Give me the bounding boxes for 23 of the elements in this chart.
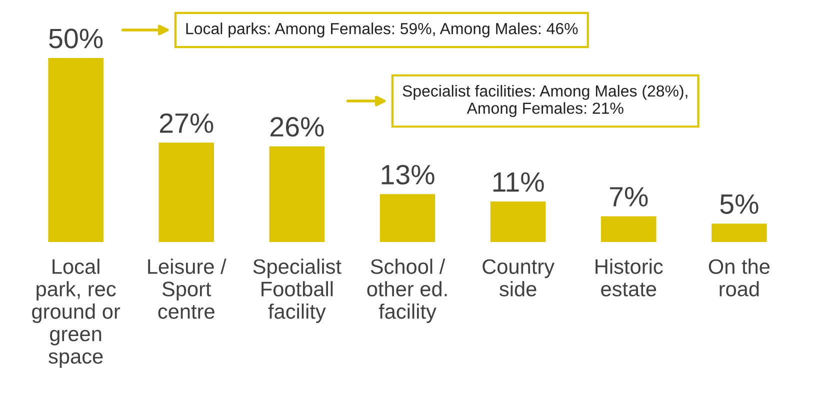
data-label: 7% xyxy=(610,187,648,206)
x-tick-label: Leisure / Sport centre xyxy=(148,258,226,319)
x-tick-label: School / other ed. facility xyxy=(367,258,447,323)
x-tick-label: Specialist Football facility xyxy=(253,258,342,323)
bar xyxy=(600,216,656,242)
bar xyxy=(48,58,104,242)
data-label: 13% xyxy=(382,164,434,185)
x-tick-label: Local park, rec ground or green space xyxy=(32,258,120,368)
bar xyxy=(269,146,325,242)
data-label: 11% xyxy=(493,172,544,192)
bar xyxy=(380,194,436,242)
x-tick-label: Country side xyxy=(482,259,554,296)
data-label: 26% xyxy=(270,116,324,137)
bar xyxy=(158,142,214,242)
bar xyxy=(712,224,767,242)
x-tick-label: Historic estate xyxy=(596,258,663,296)
data-label: 27% xyxy=(160,113,214,133)
bar xyxy=(490,202,546,242)
annotation: Specialist facilities: Among Males (28%), Among Females: 21% xyxy=(402,84,688,118)
data-label: 5% xyxy=(720,194,758,214)
x-tick-label: On the road xyxy=(708,258,770,296)
text: Local parks: Among Females: 59%, Among Males: 46% xyxy=(186,22,578,38)
data-label: 50% xyxy=(49,28,103,48)
